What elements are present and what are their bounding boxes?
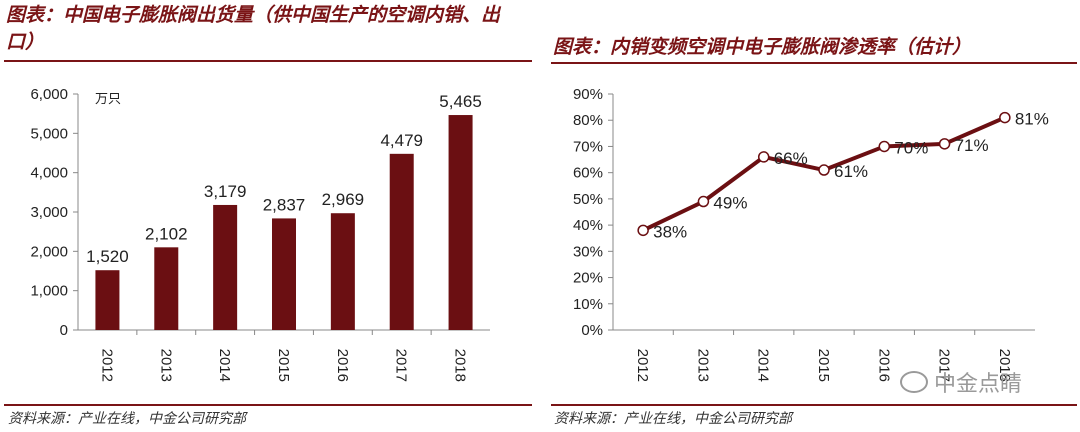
line-point bbox=[818, 164, 830, 176]
bar-value-label: 5,465 bbox=[439, 92, 482, 111]
bar-x-tick-label: 2014 bbox=[216, 349, 233, 382]
line-chart: 0% 10% 20% 30% 40% 50% 60% 70% 80% 90% 38% 2012 49% 2… bbox=[573, 86, 1049, 382]
wechat-icon bbox=[900, 371, 928, 393]
line-point bbox=[938, 138, 951, 150]
line-y-tick-label: 20% bbox=[573, 270, 603, 287]
bar bbox=[154, 247, 179, 330]
line-y-tick-label: 10% bbox=[573, 296, 603, 313]
bar-y-tick-label: 6,000 bbox=[30, 86, 68, 103]
line-y-tick-label: 40% bbox=[573, 217, 603, 234]
line-point bbox=[637, 224, 649, 237]
line-value-label: 71% bbox=[955, 136, 989, 155]
line-point bbox=[999, 111, 1011, 124]
bar-y-tick-label: 5,000 bbox=[30, 125, 68, 142]
line-y-tick-label: 60% bbox=[573, 165, 603, 182]
bar-x-tick-label: 2017 bbox=[393, 349, 410, 382]
bar-value-label: 3,179 bbox=[204, 182, 247, 201]
bar-y-tick-label: 2,000 bbox=[30, 243, 68, 260]
line-y-tick-label: 70% bbox=[573, 138, 603, 155]
bar bbox=[95, 270, 120, 330]
line-value-label: 38% bbox=[653, 222, 687, 241]
bar-unit-label: 万只 bbox=[95, 92, 121, 107]
left-source-rule bbox=[4, 404, 532, 406]
line-x-tick-label: 2018 bbox=[996, 349, 1013, 382]
line-x-tick-label: 2014 bbox=[755, 349, 772, 382]
bar-y-tick-label: 0 bbox=[60, 322, 68, 339]
line-x-tick-label: 2015 bbox=[815, 349, 832, 382]
left-chart-title: 图表：中国电子膨胀阀出货量（供中国生产的空调内销、出口） bbox=[6, 4, 501, 53]
line-value-label: 61% bbox=[834, 162, 868, 181]
bar-y-tick-label: 1,000 bbox=[30, 283, 68, 300]
line-value-label: 70% bbox=[894, 138, 928, 157]
line-point bbox=[697, 195, 710, 208]
line-point bbox=[757, 151, 770, 163]
bar-value-label: 2,969 bbox=[322, 190, 365, 209]
bar-value-label: 2,837 bbox=[263, 195, 306, 214]
bar-value-label: 4,479 bbox=[380, 131, 423, 150]
line-y-tick-label: 80% bbox=[573, 112, 603, 129]
bar bbox=[330, 213, 355, 330]
right-source: 资料来源：产业在线，中金公司研究部 bbox=[554, 411, 792, 427]
right-source-rule bbox=[551, 404, 1077, 406]
bar bbox=[272, 218, 296, 330]
bar-value-label: 2,102 bbox=[145, 224, 188, 243]
bar bbox=[213, 204, 238, 330]
bar bbox=[389, 153, 414, 330]
bar-x-tick-label: 2015 bbox=[275, 349, 292, 382]
right-chart-title: 图表：内销变频空调中电子膨胀阀渗透率（估计） bbox=[553, 36, 972, 58]
bar-x-tick-label: 2012 bbox=[98, 349, 115, 382]
line-x-tick-label: 2013 bbox=[694, 349, 711, 382]
left-source: 资料来源：产业在线，中金公司研究部 bbox=[8, 411, 246, 427]
line-value-label: 81% bbox=[1015, 110, 1049, 129]
bar-x-tick-label: 2018 bbox=[452, 349, 469, 382]
line-y-tick-label: 90% bbox=[573, 86, 603, 103]
right-title-rule bbox=[551, 62, 1077, 64]
bar-y-tick-label: 3,000 bbox=[30, 204, 68, 221]
bar-value-label: 1,520 bbox=[86, 247, 129, 266]
line-value-label: 66% bbox=[774, 149, 808, 168]
bar-y-tick-label: 4,000 bbox=[30, 165, 68, 182]
line-point bbox=[878, 140, 891, 153]
left-title-rule bbox=[4, 60, 532, 62]
line-value-label: 49% bbox=[713, 194, 747, 213]
bar-x-tick-label: 2016 bbox=[334, 349, 351, 382]
watermark-text: 中金点睛 bbox=[934, 372, 1023, 397]
line-y-tick-label: 30% bbox=[573, 243, 603, 260]
line-x-tick-label: 2017 bbox=[936, 349, 953, 382]
watermark: 中金点睛 bbox=[900, 366, 1022, 398]
bar bbox=[448, 115, 473, 330]
bar-x-tick-label: 2013 bbox=[157, 349, 174, 382]
line-x-tick-label: 2016 bbox=[875, 349, 892, 382]
line-y-tick-label: 50% bbox=[573, 191, 603, 208]
bar-chart: 0 1,000 2,000 3,000 4,000 5,000 6,000 万只 1,520 20… bbox=[30, 86, 490, 382]
line-x-tick-label: 2012 bbox=[634, 349, 651, 382]
line-y-tick-label: 0% bbox=[581, 322, 603, 339]
